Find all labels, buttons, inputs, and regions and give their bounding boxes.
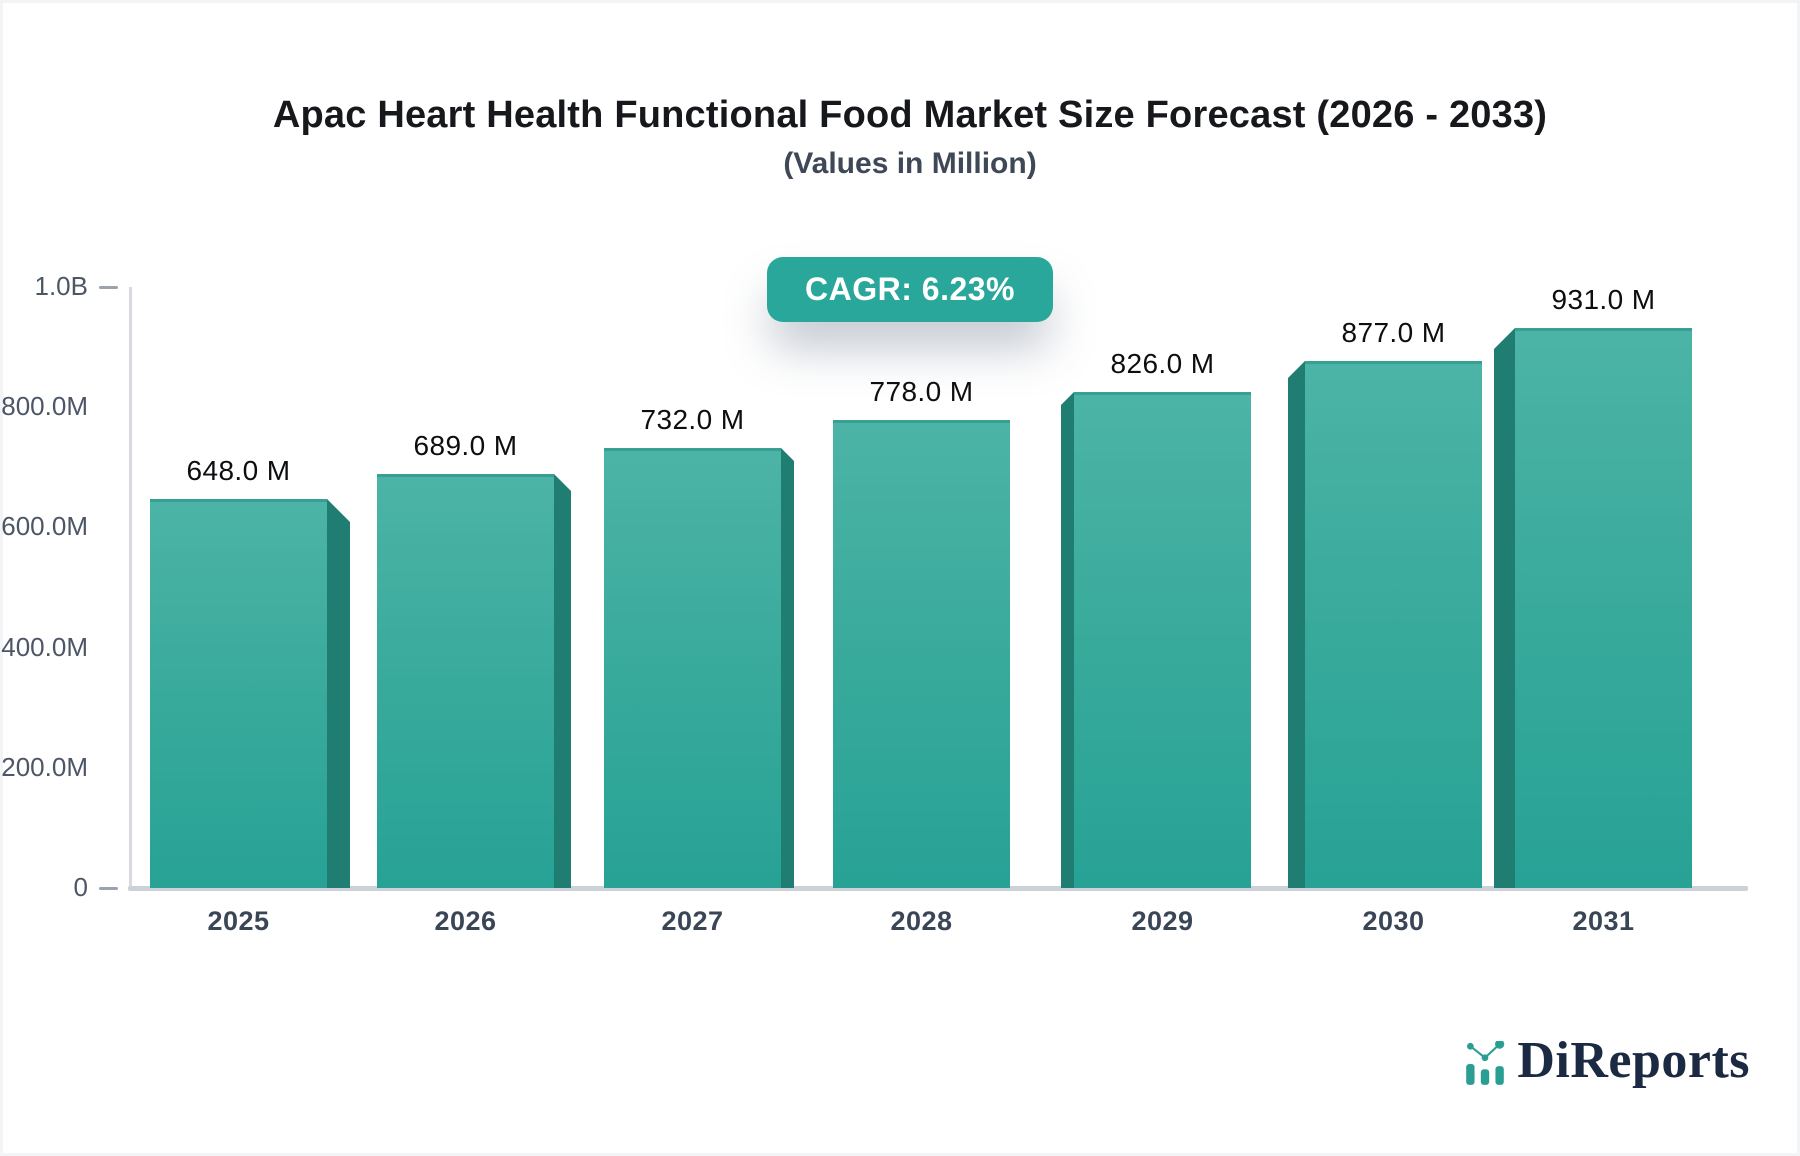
y-tick-label-400.0M: 400.0M (1, 631, 88, 662)
x-axis-label-2027: 2027 (661, 906, 724, 936)
y-tick-mark-1.0B (99, 285, 118, 289)
y-axis-line (129, 287, 132, 888)
bar-group-2028: 778.0 M 2028 (833, 376, 1010, 936)
y-tick-label-1.0B: 1.0B (34, 271, 89, 301)
y-tick-label-600.0M: 600.0M (1, 511, 88, 542)
chart-subtitle: (Values in Million) (783, 147, 1037, 180)
bar-2027[interactable] (604, 448, 781, 888)
x-axis-baseline (128, 886, 1748, 891)
x-axis-label-2025: 2025 (207, 906, 270, 936)
y-tick-mark-0 (99, 886, 118, 890)
bar-value-label-2030: 877.0 M (1341, 317, 1446, 348)
bar-group-2026: 689.0 M 2026 (377, 430, 571, 936)
bar-group-2027: 732.0 M 2027 (604, 404, 794, 936)
bar-2029-side-face (1061, 392, 1074, 888)
x-axis-label-2031: 2031 (1572, 906, 1635, 936)
bar-2030[interactable] (1305, 361, 1482, 888)
bar-2031[interactable] (1515, 328, 1692, 888)
bar-group-2029: 826.0 M 2029 (1061, 348, 1251, 936)
bar-2026[interactable] (377, 474, 554, 888)
bar-2026-side-face (554, 474, 571, 888)
bar-value-label-2025: 648.0 M (186, 455, 291, 486)
bar-value-label-2029: 826.0 M (1110, 348, 1215, 379)
x-axis-label-2026: 2026 (434, 906, 497, 936)
y-tick-label-800.0M: 800.0M (1, 391, 88, 422)
cagr-badge-label: CAGR: 6.23% (805, 271, 1015, 307)
bar-2025[interactable] (150, 499, 327, 888)
bar-2025-side-face (327, 499, 350, 888)
bar-value-label-2028: 778.0 M (869, 376, 974, 407)
bar-2027-side-face (781, 448, 794, 888)
bar-group-2031: 931.0 M 2031 (1494, 284, 1692, 936)
brand-logo: DiReports (1463, 1035, 1750, 1087)
y-tick-label-200.0M: 200.0M (1, 751, 88, 782)
x-axis-label-2029: 2029 (1131, 906, 1194, 936)
bar-2031-side-face (1494, 328, 1515, 888)
x-axis-label-2028: 2028 (890, 906, 953, 936)
bar-2029[interactable] (1074, 392, 1251, 888)
chart-title: Apac Heart Health Functional Food Market… (272, 94, 1548, 136)
bar-value-label-2027: 732.0 M (640, 404, 745, 435)
bar-value-label-2026: 689.0 M (413, 430, 518, 461)
bar-group-2030: 877.0 M 2030 (1288, 317, 1482, 936)
bar-2028[interactable] (833, 420, 1010, 888)
bar-value-label-2031: 931.0 M (1551, 284, 1656, 315)
y-tick-label-0: 0 (73, 872, 88, 902)
bar-2030-side-face (1288, 361, 1305, 888)
bar-group-2025: 648.0 M 2025 (150, 455, 350, 936)
brand-logo-text: DiReports (1517, 1032, 1750, 1089)
cagr-badge: CAGR: 6.23% (767, 257, 1053, 322)
x-axis-label-2030: 2030 (1362, 906, 1425, 936)
mini-bar-chart-logo-icon (1466, 1041, 1505, 1085)
